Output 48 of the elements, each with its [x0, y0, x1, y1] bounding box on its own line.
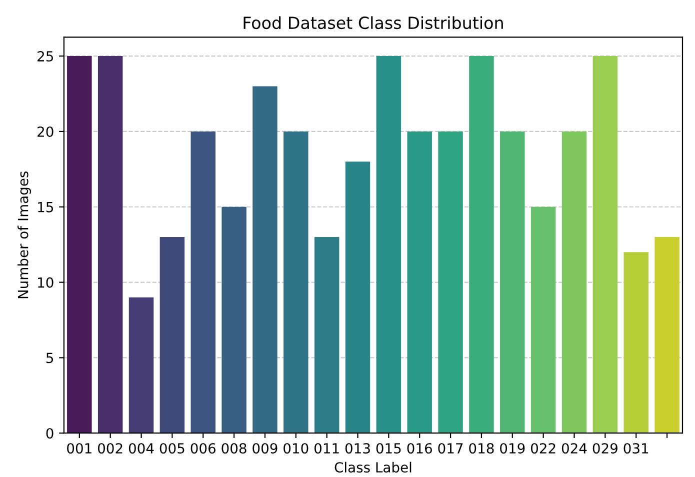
x-tick-label: 010 [284, 443, 308, 454]
x-tick-label: 016 [407, 443, 432, 454]
x-tick-label: 013 [345, 443, 370, 454]
bar [128, 297, 154, 434]
x-tick-label: 008 [222, 443, 246, 454]
x-tick-label: 005 [160, 443, 184, 454]
x-tick-label: 001 [67, 443, 92, 454]
x-tick-label: 029 [592, 443, 618, 454]
x-tick-label: 024 [562, 443, 587, 454]
bar [592, 56, 618, 434]
x-tick-label: 019 [500, 443, 525, 454]
bar [376, 56, 402, 434]
bar [67, 56, 92, 434]
x-axis-title: Class Label [334, 462, 412, 473]
x-tick-label: 031 [624, 443, 648, 454]
bar [252, 86, 278, 434]
y-tick-label: 0 [46, 428, 54, 439]
x-tick-label: 006 [190, 443, 216, 454]
bar [345, 162, 370, 434]
y-tick-label: 10 [38, 277, 54, 288]
x-tick-label: 018 [469, 443, 494, 454]
bar [190, 131, 216, 434]
bar [284, 131, 308, 434]
x-tick-label: 002 [98, 443, 122, 454]
x-tick-label: 022 [530, 443, 556, 454]
bar [654, 237, 680, 434]
chart-title: Food Dataset Class Distribution [244, 16, 503, 30]
bar [438, 131, 463, 434]
x-tick-label: 004 [128, 443, 154, 454]
bar [469, 56, 494, 434]
bar [530, 206, 556, 434]
y-tick-label: 15 [38, 202, 54, 212]
x-tick-label: 011 [314, 443, 339, 454]
bar [98, 56, 123, 434]
bar [160, 237, 185, 434]
y-tick-label: 20 [38, 126, 54, 137]
bar [562, 131, 587, 434]
x-tick-label: 009 [252, 443, 278, 454]
y-tick-label: 5 [46, 352, 54, 364]
bar [407, 131, 432, 434]
y-tick-label: 25 [38, 51, 54, 62]
bar [314, 237, 340, 434]
y-axis-title: Number of Images [18, 171, 31, 298]
bar [222, 206, 246, 434]
x-tick-label: 015 [376, 443, 401, 454]
bar [500, 131, 525, 434]
x-tick-label: 017 [438, 443, 463, 454]
bar [624, 252, 648, 434]
